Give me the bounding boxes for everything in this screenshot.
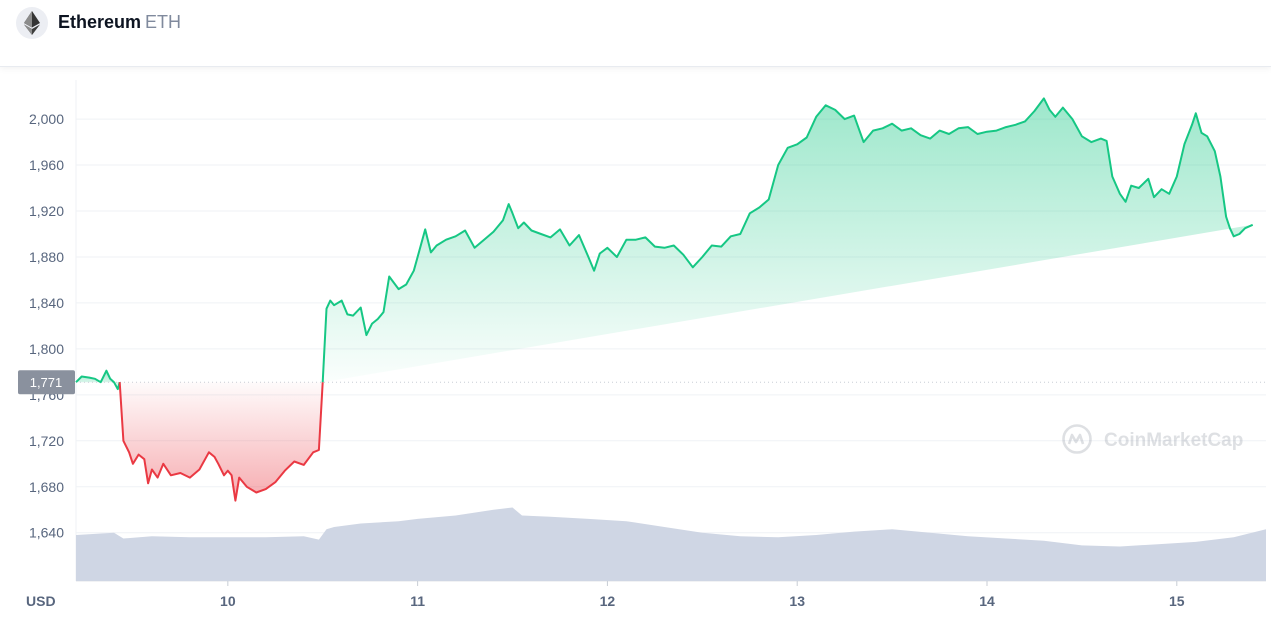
x-tick-label: 15 [1169, 593, 1185, 609]
coinmarketcap-watermark: CoinMarketCap [1062, 424, 1243, 454]
coin-title: Ethereum ETH [58, 12, 181, 33]
price-area-up [322, 98, 1253, 383]
coin-name: Ethereum [58, 12, 142, 32]
reference-price-badge-bg [18, 370, 75, 395]
x-tick-label: 14 [979, 593, 995, 609]
y-tick-label: 1,880 [29, 249, 64, 265]
y-tick-label: 1,920 [29, 203, 64, 219]
price-line-up [321, 97, 1254, 383]
y-tick-label: 1,640 [29, 525, 64, 541]
ethereum-icon [16, 7, 48, 39]
y-axis-labels: 1,6401,6801,7201,7601,8001,8401,8801,920… [29, 111, 64, 541]
coin-header: Ethereum ETH [0, 0, 1271, 67]
coinmarketcap-logo-icon [1062, 424, 1092, 454]
watermark-text: CoinMarketCap [1104, 430, 1243, 451]
volume-area-shape [76, 507, 1266, 581]
x-tick-label: 12 [600, 593, 616, 609]
price-chart[interactable]: 1,640 1,680 1,720 1,760 1,800 1,840 1,880 1,920… [0, 67, 1271, 615]
price-line-up [75, 369, 121, 391]
x-tick-label: 11 [410, 593, 425, 609]
reference-price-label: 1,771 [30, 375, 63, 390]
price-chart-svg[interactable]: 1,6401,6801,7201,7601,8001,8401,8801,920… [0, 67, 1271, 615]
y-tick-label: 1,800 [29, 341, 64, 357]
y-tick-label: 1,680 [29, 479, 64, 495]
reference-price-badge: 1,771 [18, 370, 75, 395]
y-tick-label: 1,840 [29, 295, 64, 311]
price-area-down [119, 382, 323, 501]
price-line [75, 97, 1254, 502]
currency-label: USD [26, 593, 56, 609]
coin-symbol: ETH [145, 12, 182, 32]
y-tick-label: 1,720 [29, 433, 64, 449]
x-tick-label: 13 [789, 593, 805, 609]
y-tick-label: 2,000 [29, 111, 64, 127]
x-axis-labels: 10 11 12 13 14 15 [220, 593, 1185, 609]
volume-area [76, 507, 1266, 581]
price-line-down [118, 382, 324, 502]
y-tick-label: 1,960 [29, 157, 64, 173]
x-tick-label: 10 [220, 593, 236, 609]
